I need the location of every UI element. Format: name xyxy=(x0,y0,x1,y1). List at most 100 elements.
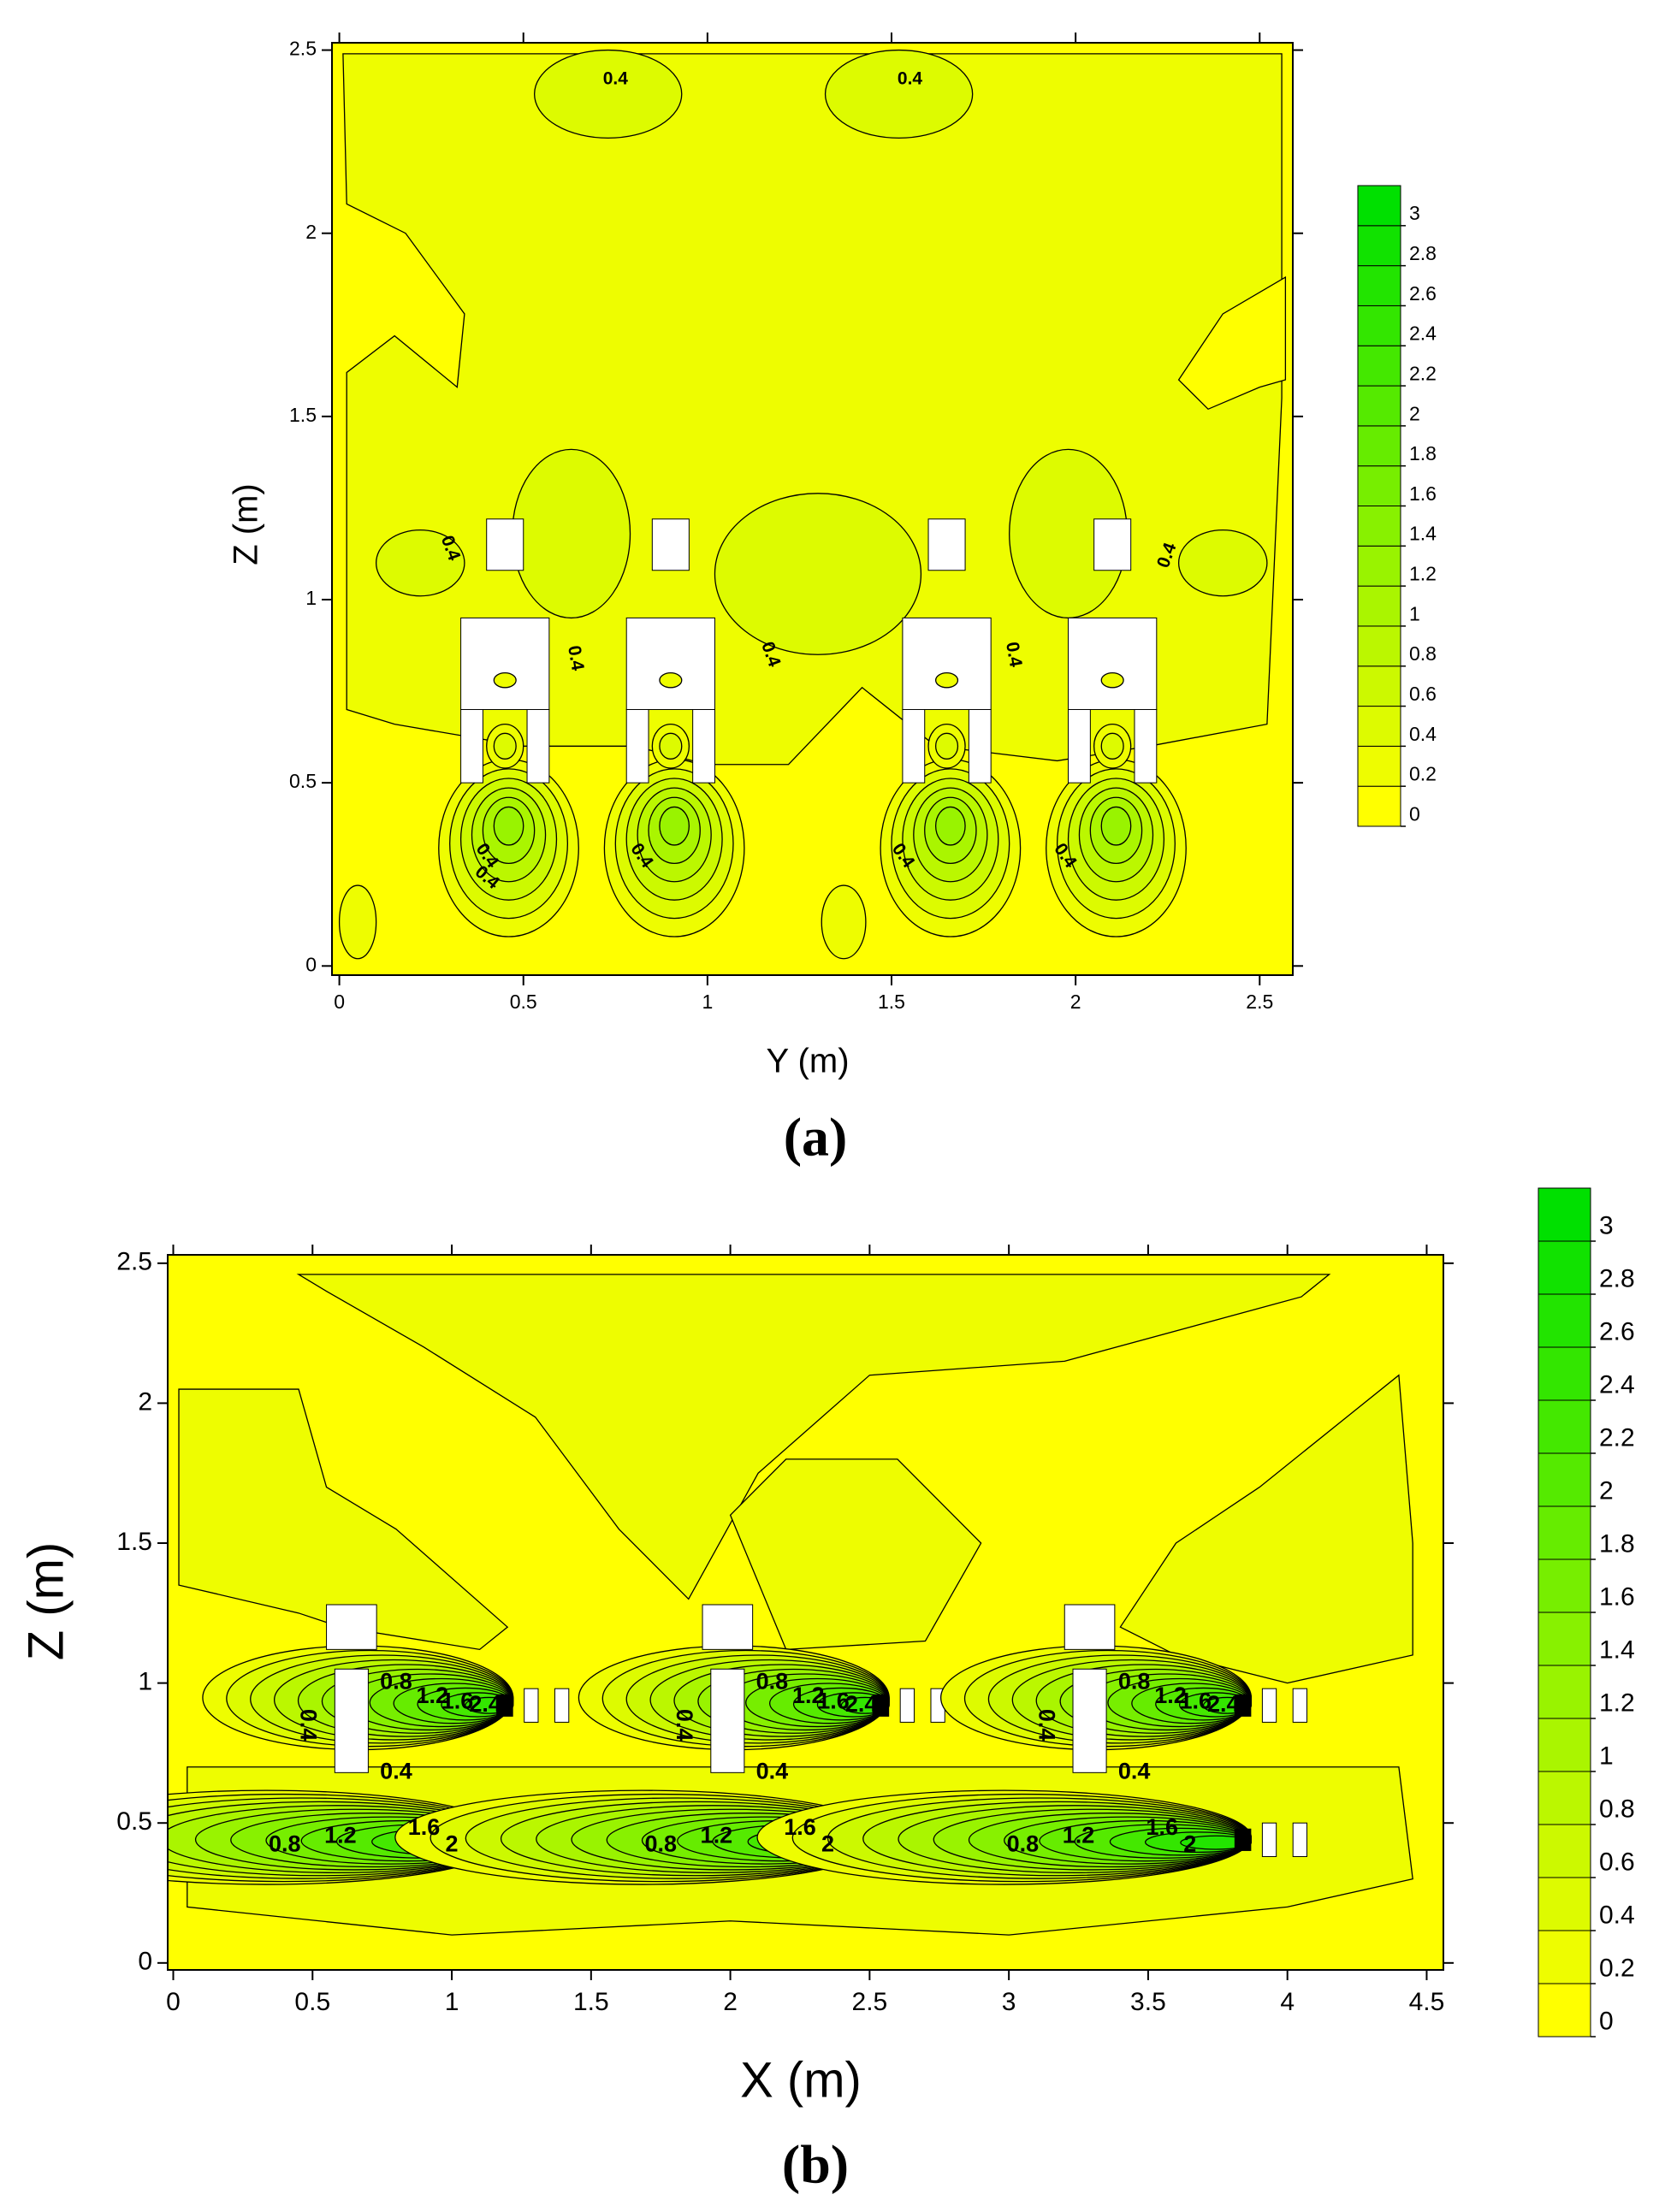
contour-region xyxy=(1177,275,1287,411)
contour-label: 0.4 xyxy=(603,68,629,88)
contour-region xyxy=(1177,529,1268,597)
contour-region xyxy=(824,49,974,139)
colorbar-band xyxy=(1357,785,1401,827)
contour-label: 2 xyxy=(446,1831,459,1857)
contour-label: 1.2 xyxy=(324,1823,357,1848)
x-tick-label: 2.5 xyxy=(852,1988,888,2016)
obstacle xyxy=(1261,1688,1277,1723)
colorbar-band xyxy=(1538,1824,1591,1878)
colorbar-band xyxy=(1357,305,1401,346)
contour-region xyxy=(934,672,959,689)
colorbar-tick-label: 2.4 xyxy=(1409,322,1437,345)
colorbar-band xyxy=(1538,1718,1591,1772)
contour-region xyxy=(296,1274,1331,1600)
colorbar-band xyxy=(1538,1399,1591,1454)
obstacle xyxy=(1068,617,1158,710)
obstacle xyxy=(1292,1822,1307,1857)
x-tick-label: 3 xyxy=(1002,1988,1016,2016)
plot-area: 0.4 0.40.40.4 0.4 0.40.40.4 0.4 0.4 0.40.4 xyxy=(332,43,1293,975)
colorbar-band xyxy=(1538,1771,1591,1825)
contour-label: 2 xyxy=(1183,1831,1196,1857)
contour-label: 1.6 xyxy=(784,1814,816,1840)
contour-label: 1.2 xyxy=(701,1823,733,1848)
colorbar-tick-label: 0.6 xyxy=(1409,683,1437,705)
y-tick-label: 1 xyxy=(305,587,317,609)
contour-region xyxy=(338,884,377,960)
x-tick-label: 0.5 xyxy=(294,1988,330,2016)
contour-label: 0.8 xyxy=(1007,1831,1040,1857)
x-tick-label: 1.5 xyxy=(878,991,905,1013)
contour-label: 0.4 xyxy=(1002,641,1026,669)
x-tick-label: 2.5 xyxy=(1246,991,1273,1013)
colorbar-tick-label: 0.8 xyxy=(1599,1795,1635,1823)
contour-label: 0.8 xyxy=(1118,1669,1151,1694)
y-tick-label: 2.5 xyxy=(289,38,317,60)
contour-label: 0.4 xyxy=(672,1709,697,1742)
colorbar-tick-label: 1.4 xyxy=(1599,1635,1635,1664)
contour-label: 1.2 xyxy=(792,1683,825,1708)
contour-label: 0.4 xyxy=(898,68,923,88)
colorbar-tick-label: 2.4 xyxy=(1599,1370,1635,1399)
contour-label: 1.2 xyxy=(416,1683,448,1708)
colorbar-tick-label: 1 xyxy=(1599,1742,1614,1770)
colorbar-band xyxy=(1538,1505,1591,1560)
obstacle xyxy=(1134,708,1158,784)
colorbar-band xyxy=(1538,1346,1591,1401)
contour-region xyxy=(1100,732,1124,760)
contour-label: 1.6 xyxy=(441,1689,474,1714)
y-tick-label: 2 xyxy=(305,221,317,243)
y-tick-label: 1.5 xyxy=(289,404,317,426)
colorbar-band xyxy=(1357,185,1401,227)
colorbar-tick-label: 1.8 xyxy=(1599,1529,1635,1558)
obstacle xyxy=(1064,1604,1116,1650)
contour-region xyxy=(375,529,465,597)
obstacle xyxy=(702,1604,754,1650)
contour-label: 1.6 xyxy=(817,1689,850,1714)
obstacle xyxy=(486,518,524,571)
colorbar-band xyxy=(1538,1187,1591,1242)
contour-label: 1.2 xyxy=(1063,1823,1095,1848)
colorbar-tick-label: 3 xyxy=(1599,1211,1614,1239)
obstacle xyxy=(625,617,715,710)
y-axis-label: Z (m) xyxy=(18,1542,74,1661)
obstacle xyxy=(692,708,715,784)
obstacle xyxy=(526,708,550,784)
colorbar-band xyxy=(1538,1877,1591,1931)
contour-region xyxy=(714,493,922,655)
obstacle xyxy=(1234,1828,1252,1851)
obstacle xyxy=(326,1604,377,1650)
colorbar-tick-label: 1.2 xyxy=(1409,563,1437,585)
obstacle xyxy=(902,617,992,710)
obstacle xyxy=(496,1694,513,1717)
plot-frame xyxy=(167,1254,1444,1971)
x-tick-label: 4 xyxy=(1280,1988,1295,2016)
x-tick-label: 0 xyxy=(166,1988,181,2016)
colorbar-band xyxy=(1357,625,1401,667)
colorbar-tick-label: 1.4 xyxy=(1409,523,1437,545)
x-tick-label: 1 xyxy=(702,991,713,1013)
contour-label: 2.4 xyxy=(1207,1691,1240,1717)
y-tick-label: 2.5 xyxy=(116,1248,152,1276)
colorbar-tick-label: 0.2 xyxy=(1409,763,1437,785)
colorbar-tick-label: 2 xyxy=(1409,402,1420,424)
obstacle xyxy=(899,1688,915,1723)
colorbar-tick-label: 0 xyxy=(1599,2007,1614,2035)
x-axis-label: Y (m) xyxy=(766,1043,849,1080)
contour-label: 0.4 xyxy=(564,644,588,672)
y-tick-label: 0 xyxy=(305,953,317,975)
colorbar-band xyxy=(1538,1293,1591,1348)
colorbar-tick-label: 0.4 xyxy=(1409,723,1437,745)
plot-frame xyxy=(331,42,1294,976)
y-tick-label: 0.5 xyxy=(116,1807,152,1836)
colorbar-tick-label: 0.8 xyxy=(1409,642,1437,665)
obstacle xyxy=(902,708,926,784)
obstacle xyxy=(710,1668,745,1773)
x-tick-label: 0.5 xyxy=(510,991,537,1013)
contour-label: 2.4 xyxy=(845,1691,878,1717)
x-tick-label: 2 xyxy=(1070,991,1081,1013)
obstacle xyxy=(460,708,483,784)
x-tick-label: 3.5 xyxy=(1130,1988,1166,2016)
x-tick-label: 0 xyxy=(334,991,345,1013)
obstacle xyxy=(1068,708,1091,784)
